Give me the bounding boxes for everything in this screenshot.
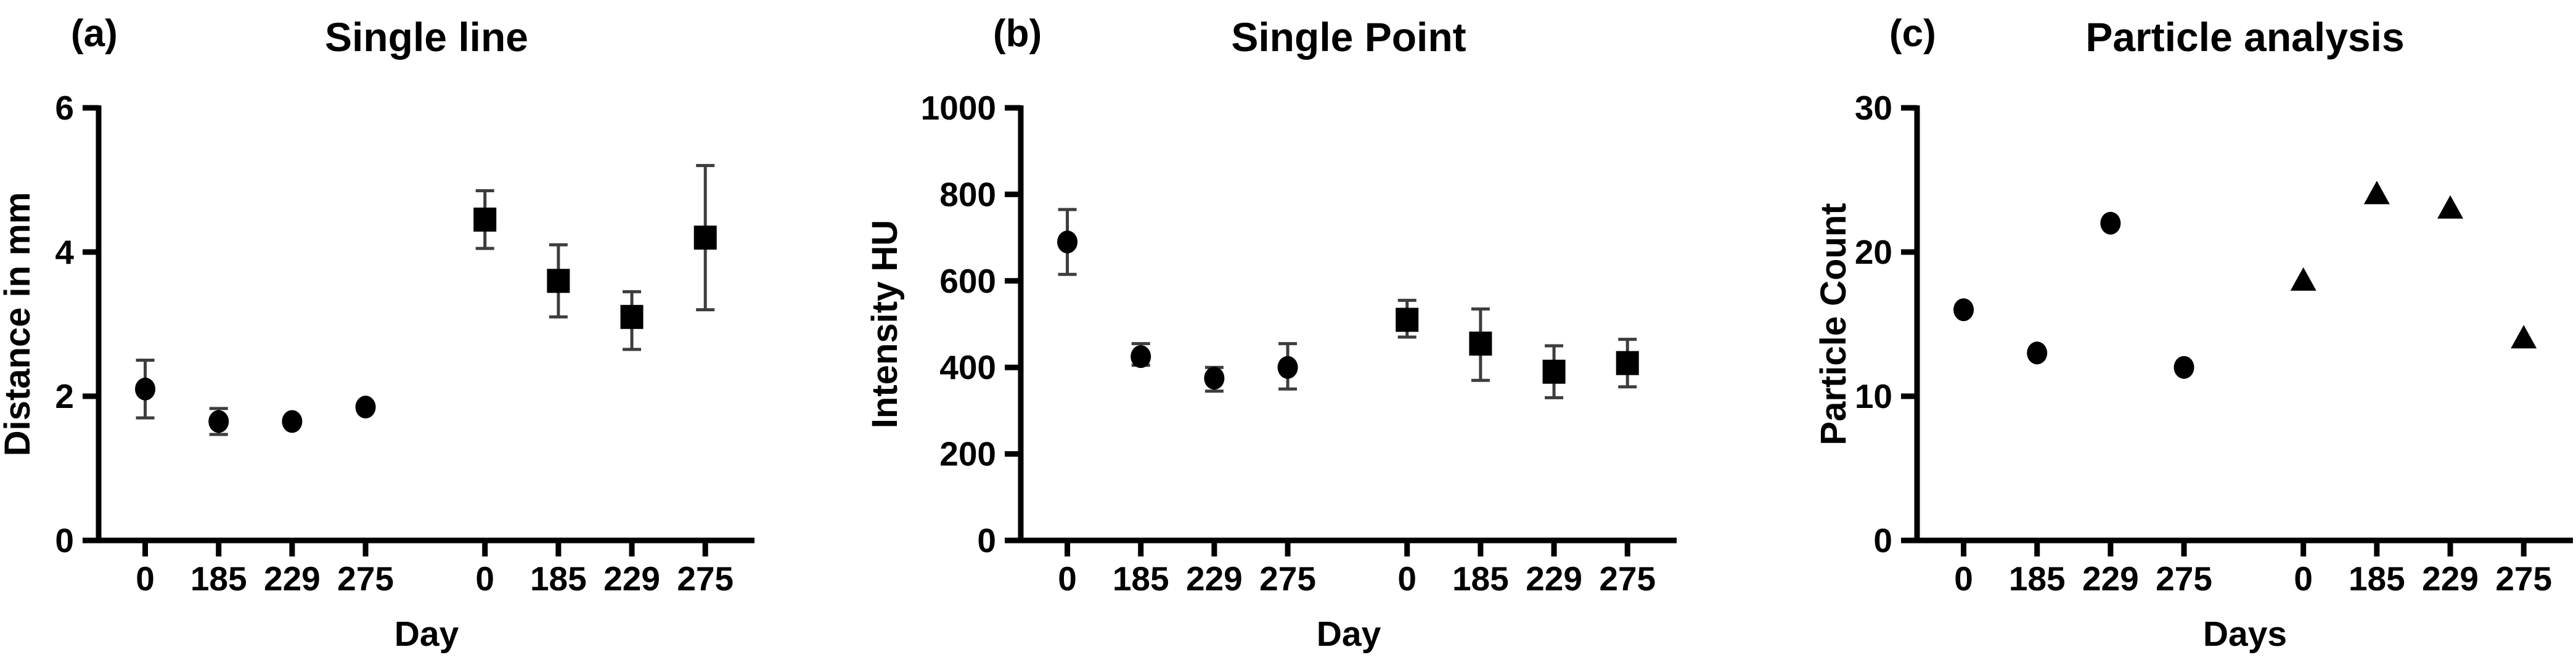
x-tick-label: 0 (1397, 560, 1417, 598)
data-point-triangle (2437, 195, 2464, 219)
x-axis-title: Days (2203, 614, 2287, 654)
x-tick-label: 275 (1599, 560, 1656, 598)
data-point-circle (2100, 211, 2121, 235)
x-axis-title: Day (1317, 614, 1381, 654)
x-tick-label: 0 (1058, 560, 1077, 598)
data-point-square (1616, 351, 1639, 375)
x-tick-label: 185 (1452, 560, 1509, 598)
x-tick-label: 229 (264, 560, 321, 598)
x-tick-label: 229 (2422, 560, 2479, 598)
data-point-square (473, 207, 497, 232)
x-tick-label: 0 (136, 560, 155, 598)
y-tick-label: 600 (939, 262, 996, 300)
panel-c-title: Particle analysis (2085, 14, 2405, 60)
y-tick-label: 4 (55, 233, 74, 271)
x-tick-label: 185 (2349, 560, 2405, 598)
x-tick-label: 185 (1113, 560, 1169, 598)
data-point-circle (2027, 341, 2048, 365)
panel-b: (b) Single Point 0 200 400 600 800 1000 0 185 22… (859, 0, 1717, 668)
x-tick-label: 0 (2294, 560, 2313, 598)
y-tick-label: 1000 (921, 89, 996, 127)
panel-b-title: Single Point (1231, 14, 1466, 60)
data-point-circle (1277, 356, 1298, 379)
panel-c-plot: 0 10 20 30 0 185 229 275 0 185 229 275 Days Particle … (1813, 89, 2573, 654)
data-point-square (1396, 308, 1419, 332)
x-tick-label: 275 (2495, 560, 2552, 598)
x-axis-title: Day (395, 614, 459, 654)
data-point-triangle (2511, 325, 2537, 349)
data-point-square (547, 269, 570, 293)
x-tick-label: 229 (603, 560, 660, 598)
x-tick-label: 185 (190, 560, 247, 598)
y-tick-label: 400 (939, 348, 996, 386)
data-point-circle (1131, 345, 1151, 369)
data-point-triangle (2290, 267, 2316, 291)
data-point-square (1542, 359, 1566, 384)
panel-a: (a) Single line 0 2 4 6 0 185 229 275 0 185 229 275… (0, 0, 859, 668)
data-point-circle (1204, 367, 1225, 390)
data-point-circle (355, 396, 376, 419)
y-tick-label: 200 (939, 435, 996, 473)
x-tick-label: 0 (475, 560, 494, 598)
y-tick-label: 20 (1855, 233, 1892, 271)
x-tick-label: 0 (1954, 560, 1973, 598)
x-tick-label: 229 (1526, 560, 1582, 598)
data-point-circle (2173, 356, 2194, 379)
y-tick-label: 10 (1855, 377, 1892, 415)
y-tick-label: 2 (55, 377, 74, 415)
data-point-square (1469, 332, 1492, 356)
x-tick-label: 275 (337, 560, 394, 598)
data-point-triangle (2363, 181, 2390, 205)
data-point-square (620, 304, 644, 329)
x-tick-label: 275 (1259, 560, 1316, 598)
y-tick-label: 0 (55, 521, 74, 560)
y-axis-title: Particle Count (1813, 203, 1854, 445)
data-point-circle (208, 410, 229, 433)
y-axis-title: Distance in mm (0, 192, 38, 457)
y-tick-label: 800 (939, 175, 996, 213)
data-point-square (693, 226, 717, 250)
data-point-circle (1057, 230, 1078, 254)
panel-a-label: (a) (71, 12, 118, 55)
y-tick-label: 30 (1855, 89, 1892, 127)
panel-c: (c) Particle analysis 0 10 20 30 0 185 229 275 0… (1717, 0, 2576, 668)
y-tick-label: 6 (55, 89, 74, 127)
y-axis-title: Intensity HU (865, 220, 905, 428)
x-tick-label: 185 (530, 560, 587, 598)
x-tick-label: 185 (2009, 560, 2066, 598)
data-point-circle (1953, 298, 1974, 322)
data-point-circle (135, 377, 156, 401)
x-tick-label: 229 (2082, 560, 2139, 598)
x-tick-label: 275 (677, 560, 734, 598)
panel-a-title: Single line (324, 14, 529, 60)
y-tick-label: 0 (1873, 521, 1892, 560)
panel-c-label: (c) (1889, 12, 1936, 55)
x-tick-label: 275 (2156, 560, 2212, 598)
y-tick-label: 0 (977, 521, 996, 560)
data-point-circle (282, 410, 303, 433)
x-tick-label: 229 (1186, 560, 1243, 598)
panel-b-label: (b) (993, 12, 1042, 55)
